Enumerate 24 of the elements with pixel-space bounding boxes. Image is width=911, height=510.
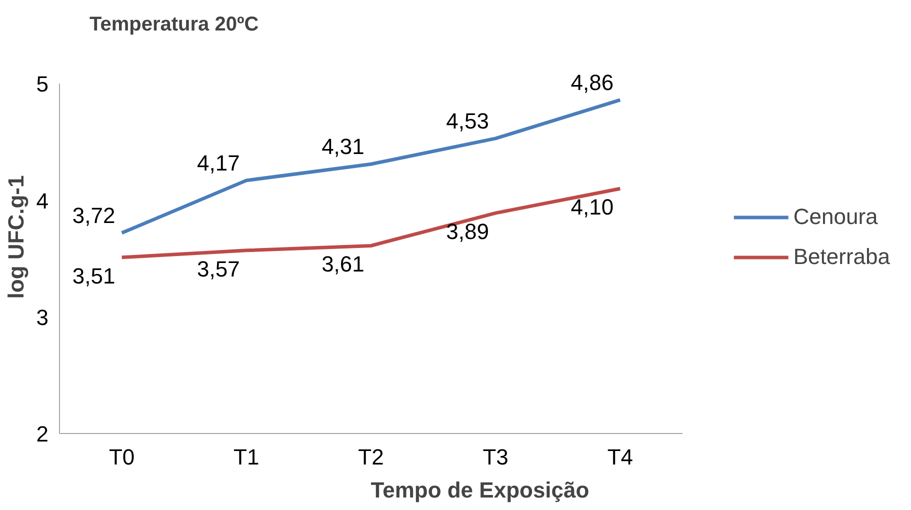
data-label: 4,10 bbox=[570, 194, 614, 220]
data-label: 3,57 bbox=[196, 256, 240, 282]
data-label: 3,89 bbox=[446, 219, 489, 244]
x-tick-label: T2 bbox=[358, 444, 384, 470]
legend-label: Beterraba bbox=[793, 244, 890, 270]
y-tick-label: 3 bbox=[36, 304, 49, 330]
data-label: 3,72 bbox=[72, 202, 116, 228]
y-tick-label: 4 bbox=[36, 188, 49, 214]
y-tick-label: 2 bbox=[36, 422, 49, 446]
data-label: 4,53 bbox=[446, 108, 489, 134]
y-tick-label: 5 bbox=[36, 72, 49, 97]
data-label: 3,51 bbox=[72, 263, 116, 288]
chart-title: Temperatura 20ºC bbox=[90, 14, 259, 36]
data-label: 4,17 bbox=[196, 150, 240, 176]
data-label: 4,86 bbox=[570, 70, 614, 95]
x-tick-label: T0 bbox=[108, 444, 135, 470]
legend-label: Cenoura bbox=[793, 204, 878, 230]
x-tick-label: T3 bbox=[482, 444, 508, 470]
y-axis-title: log UFC.g-1 bbox=[3, 175, 28, 299]
x-axis-title: Tempo de Exposição bbox=[370, 478, 590, 502]
data-label: 4,31 bbox=[322, 134, 364, 160]
x-tick-label: T4 bbox=[607, 444, 634, 470]
x-tick-label: T1 bbox=[234, 444, 260, 470]
data-label: 3,61 bbox=[322, 252, 364, 277]
